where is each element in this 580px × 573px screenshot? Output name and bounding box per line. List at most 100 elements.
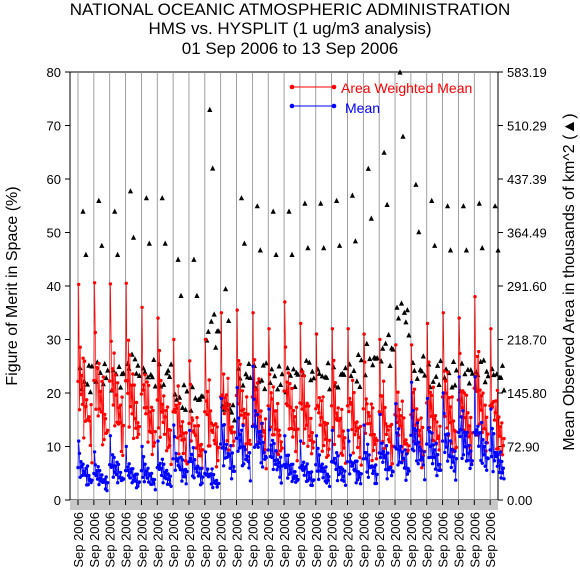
- series-mean-point: [398, 448, 402, 452]
- series-awm-point: [373, 442, 377, 446]
- series-awm-point: [398, 424, 402, 428]
- series-mean-line: [489, 409, 505, 479]
- series-awm-point: [489, 327, 493, 331]
- series-mean-point: [133, 479, 137, 483]
- series-awm-point: [330, 327, 335, 331]
- area-triangle-marker: [354, 378, 360, 384]
- series-mean-point: [335, 478, 340, 483]
- series-mean-point: [438, 462, 442, 467]
- series-awm-point: [267, 327, 271, 331]
- series-awm-point: [259, 409, 263, 413]
- series-mean-point: [266, 448, 270, 452]
- series-mean-point: [348, 472, 352, 476]
- series-awm-point: [204, 399, 208, 403]
- area-triangle-marker: [189, 384, 195, 390]
- series-awm-point: [126, 338, 131, 342]
- series-mean-point: [353, 469, 357, 473]
- series-awm-point: [428, 390, 433, 394]
- series-awm-point: [320, 449, 324, 453]
- area-triangle-marker: [231, 417, 238, 423]
- series-awm-point: [359, 463, 363, 467]
- series-awm-point: [367, 414, 371, 418]
- area-triangle-marker: [159, 195, 165, 201]
- area-triangle-marker: [240, 382, 246, 388]
- series-mean-point: [121, 477, 126, 481]
- series-awm-point: [483, 403, 487, 407]
- series-awm-point: [258, 415, 263, 419]
- area-triangle-marker: [492, 203, 498, 209]
- area-triangle-marker: [319, 373, 325, 379]
- series-mean-point: [394, 402, 398, 406]
- series-awm-point: [327, 447, 331, 451]
- area-triangle-marker: [285, 365, 291, 371]
- series-mean-point: [489, 454, 494, 459]
- series-mean-point: [275, 468, 279, 472]
- series-mean-point: [467, 443, 472, 448]
- series-awm-point: [148, 410, 152, 414]
- series-mean-point: [79, 460, 83, 464]
- series-mean-point: [145, 476, 149, 480]
- series-mean-point: [486, 456, 490, 461]
- series-mean-point: [140, 444, 144, 449]
- series-awm-point: [302, 374, 306, 378]
- series-mean-point: [245, 454, 250, 459]
- series-mean-point: [425, 396, 430, 401]
- series-mean-point: [259, 461, 263, 465]
- series-mean-point: [364, 451, 368, 455]
- series-mean-point: [258, 441, 262, 446]
- series-mean-point: [228, 466, 232, 470]
- series-awm-point: [473, 295, 477, 299]
- area-triangle-marker: [311, 375, 317, 381]
- series-awm-point: [409, 343, 414, 347]
- series-mean-point: [296, 477, 300, 482]
- series-awm-point: [76, 379, 80, 384]
- series-awm-point: [495, 388, 500, 393]
- series-mean-point: [237, 416, 241, 420]
- series-mean-point: [472, 430, 476, 434]
- area-triangle-marker: [290, 366, 297, 372]
- series-mean-point: [209, 482, 214, 486]
- series-mean-point: [371, 469, 376, 473]
- series-awm-point: [289, 426, 294, 431]
- area-triangle-marker: [208, 318, 214, 324]
- area-triangle-marker: [267, 379, 273, 385]
- series-awm-point: [357, 435, 361, 440]
- series-awm-point: [300, 407, 304, 411]
- series-mean-point: [461, 453, 466, 457]
- series-awm-point: [132, 383, 136, 387]
- series-awm-point: [188, 382, 193, 386]
- series-awm-point: [390, 462, 394, 466]
- series-mean-point: [273, 458, 277, 463]
- area-triangle-marker: [99, 242, 105, 248]
- series-mean-point: [159, 473, 164, 478]
- series-awm-point: [345, 404, 350, 408]
- series-awm-point: [274, 409, 278, 413]
- series-awm-point: [411, 390, 415, 395]
- series-awm-point: [117, 406, 121, 410]
- series-mean-point: [464, 434, 468, 438]
- area-triangle-marker: [259, 377, 265, 383]
- area-triangle-marker: [358, 357, 364, 363]
- series-mean-point: [386, 451, 390, 455]
- series-mean-point: [492, 459, 497, 463]
- series-mean-point: [161, 481, 165, 485]
- series-mean-point: [83, 473, 88, 477]
- series-mean-point: [456, 430, 461, 434]
- series-awm-point: [92, 378, 96, 383]
- series-awm-point: [82, 436, 86, 440]
- series-awm-point: [149, 430, 153, 435]
- series-mean-point: [160, 457, 165, 461]
- series-mean-point: [92, 450, 97, 454]
- area-triangle-marker: [172, 391, 178, 397]
- area-triangle-marker: [273, 251, 279, 257]
- series-mean-point: [252, 397, 256, 401]
- y-tick-label: 0: [54, 493, 61, 508]
- series-awm-point: [416, 418, 420, 422]
- series-awm-point: [208, 409, 213, 413]
- series-mean-point: [501, 466, 505, 470]
- area-triangle-marker: [466, 380, 472, 386]
- series-awm-point: [454, 445, 459, 450]
- series-awm-point: [183, 437, 187, 441]
- series-awm-point: [463, 416, 467, 420]
- series-awm-point: [378, 337, 382, 342]
